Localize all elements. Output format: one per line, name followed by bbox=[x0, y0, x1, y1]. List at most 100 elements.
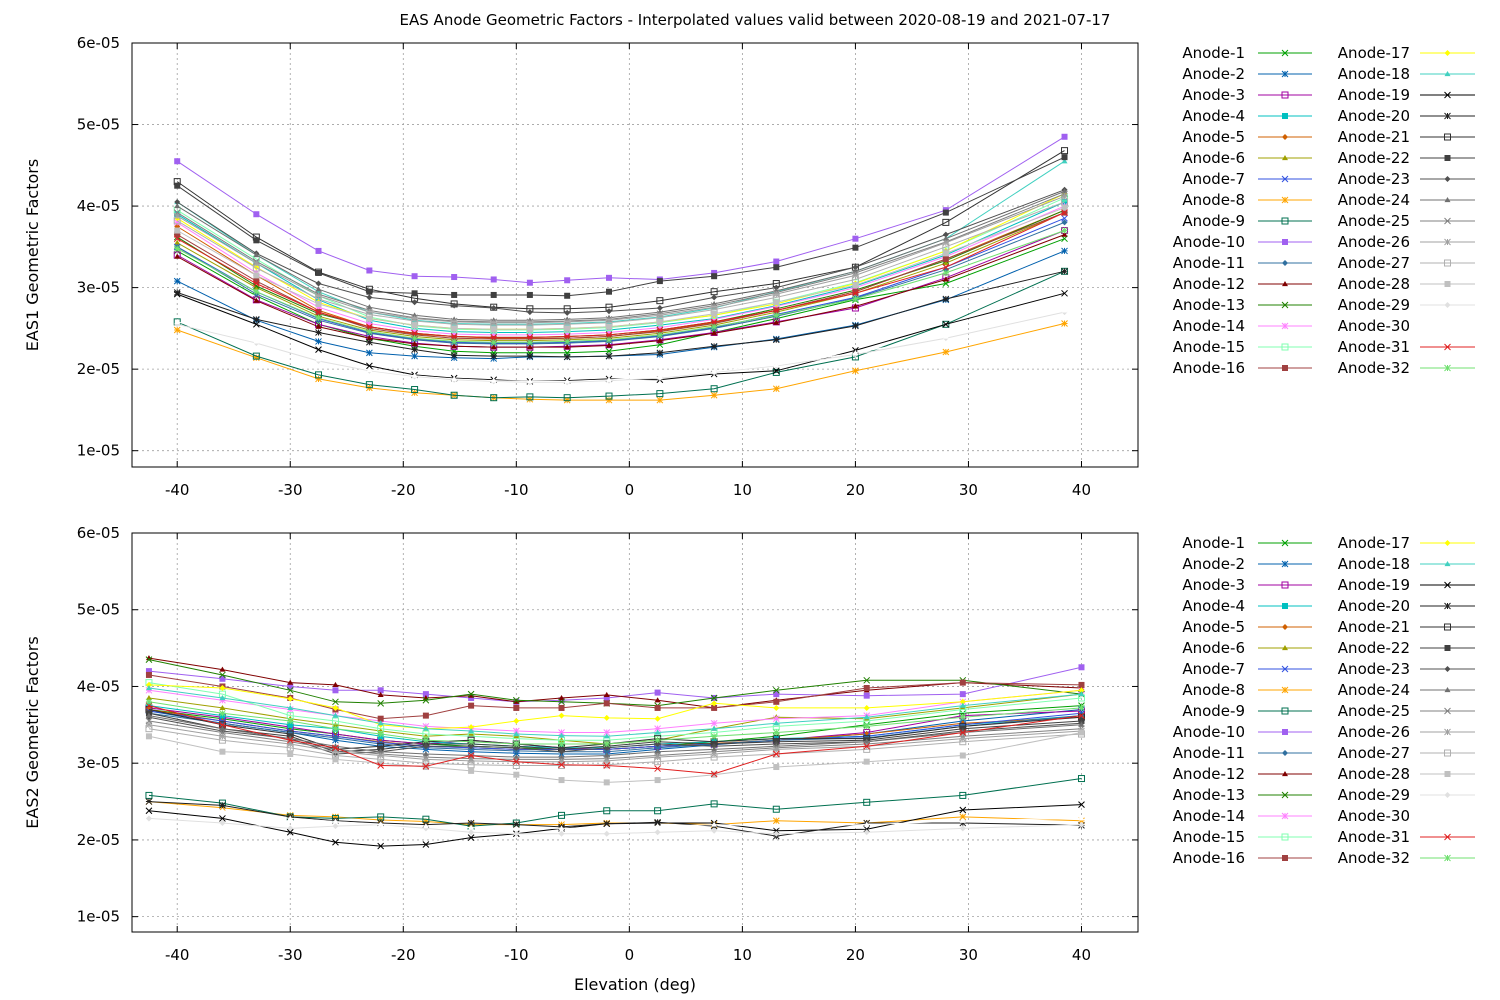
data-point bbox=[315, 371, 323, 379]
legend-marker bbox=[1444, 833, 1451, 841]
data-point bbox=[332, 734, 339, 741]
legend-label: Anode-25 bbox=[1338, 702, 1410, 720]
legend-marker bbox=[1444, 281, 1451, 287]
data-point bbox=[959, 791, 967, 799]
data-point bbox=[366, 320, 373, 327]
data-point bbox=[710, 770, 718, 778]
data-point bbox=[606, 342, 613, 348]
series-line bbox=[148, 693, 1082, 745]
data-point bbox=[959, 713, 967, 721]
data-point bbox=[145, 655, 152, 661]
data-point bbox=[332, 823, 339, 830]
data-point bbox=[772, 805, 780, 813]
series-line bbox=[148, 689, 1082, 733]
data-point bbox=[863, 684, 870, 691]
series-line bbox=[176, 156, 1065, 297]
data-point bbox=[315, 329, 322, 336]
data-point bbox=[467, 738, 475, 746]
data-point bbox=[513, 747, 520, 754]
legend-item: Anode-11 bbox=[1173, 254, 1312, 272]
data-point bbox=[603, 820, 611, 828]
legend-item: Anode-21 bbox=[1338, 618, 1475, 636]
data-point bbox=[253, 338, 260, 344]
data-point bbox=[606, 323, 613, 330]
legend-label: Anode-31 bbox=[1338, 338, 1410, 356]
legend-marker bbox=[1444, 602, 1451, 610]
data-point bbox=[656, 297, 664, 305]
data-point bbox=[942, 320, 950, 328]
data-point bbox=[564, 309, 571, 316]
legend-marker bbox=[1282, 239, 1288, 245]
legend-label: Anode-6 bbox=[1182, 149, 1245, 167]
data-point bbox=[1061, 227, 1068, 234]
data-point bbox=[219, 802, 226, 809]
legend-marker bbox=[1444, 133, 1451, 141]
data-point bbox=[219, 694, 226, 701]
data-point bbox=[286, 744, 294, 752]
x-tick-label: -20 bbox=[391, 481, 416, 499]
series-line bbox=[176, 193, 1065, 323]
data-point bbox=[863, 676, 871, 684]
series-line bbox=[148, 804, 1082, 829]
legend-item: Anode-30 bbox=[1338, 317, 1475, 335]
data-point bbox=[219, 732, 226, 740]
legend-item: Anode-15 bbox=[1173, 338, 1312, 356]
legend-label: Anode-29 bbox=[1338, 786, 1410, 804]
data-point bbox=[654, 697, 661, 703]
data-point bbox=[526, 326, 533, 333]
data-point bbox=[558, 748, 565, 755]
data-point bbox=[1078, 681, 1085, 688]
data-point bbox=[422, 743, 429, 750]
data-point bbox=[1061, 214, 1068, 222]
data-point bbox=[1061, 231, 1068, 237]
data-point bbox=[772, 367, 780, 375]
legend-marker bbox=[1281, 217, 1289, 225]
data-point bbox=[558, 830, 565, 837]
data-point bbox=[773, 264, 780, 271]
data-point bbox=[315, 300, 322, 307]
series-21 bbox=[173, 147, 1069, 313]
data-point bbox=[564, 335, 571, 342]
x-tick-label: -40 bbox=[165, 946, 190, 964]
data-point bbox=[526, 319, 534, 327]
y-tick-label: 4e-05 bbox=[77, 677, 120, 695]
legend-label: Anode-4 bbox=[1182, 597, 1245, 615]
data-point bbox=[942, 333, 949, 339]
legend-label: Anode-32 bbox=[1338, 849, 1410, 867]
data-point bbox=[422, 691, 429, 698]
data-point bbox=[315, 308, 322, 316]
data-point bbox=[411, 315, 418, 322]
data-point bbox=[490, 305, 497, 311]
data-point bbox=[772, 385, 780, 393]
legend-item: Anode-24 bbox=[1338, 681, 1475, 699]
legend-item: Anode-18 bbox=[1338, 65, 1475, 83]
legend-marker bbox=[1281, 49, 1289, 57]
data-point bbox=[253, 237, 260, 244]
legend-item: Anode-23 bbox=[1338, 660, 1475, 678]
data-point bbox=[145, 721, 153, 729]
data-point bbox=[852, 295, 859, 303]
legend-marker bbox=[1281, 686, 1289, 694]
data-point bbox=[490, 276, 497, 283]
data-point bbox=[332, 744, 339, 752]
chart-title: EAS Anode Geometric Factors - Interpolat… bbox=[400, 11, 1111, 29]
data-point bbox=[411, 290, 418, 297]
x-tick-label: -10 bbox=[504, 946, 529, 964]
data-point bbox=[252, 320, 260, 328]
legend-marker bbox=[1282, 281, 1288, 287]
legend-item: Anode-9 bbox=[1182, 702, 1312, 720]
data-point bbox=[606, 333, 613, 340]
legend-item: Anode-17 bbox=[1338, 44, 1475, 62]
data-point bbox=[942, 256, 949, 263]
data-point bbox=[467, 690, 475, 698]
data-point bbox=[286, 736, 294, 744]
data-point bbox=[526, 393, 534, 401]
legend-item: Anode-27 bbox=[1338, 254, 1475, 272]
legend: Anode-1 Anode-2 Anode-3 Anode-4 Anode-5 Anode… bbox=[1173, 44, 1475, 377]
legend-marker bbox=[1282, 134, 1288, 140]
series-12 bbox=[145, 655, 1085, 711]
data-point bbox=[490, 334, 498, 341]
data-point bbox=[145, 656, 153, 663]
data-point bbox=[606, 288, 613, 295]
data-point bbox=[852, 322, 859, 330]
